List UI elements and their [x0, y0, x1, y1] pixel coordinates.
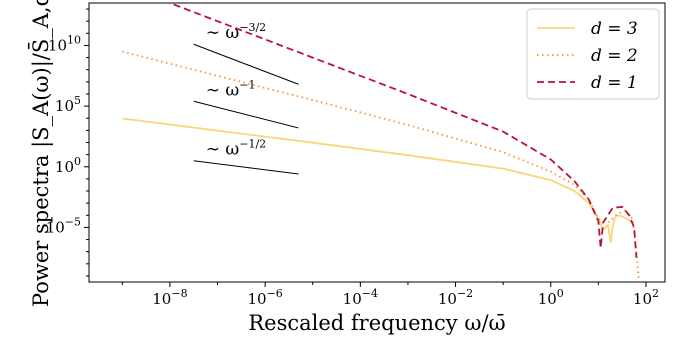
y-axis-ticks: 10−5 100 105 1010	[46, 8, 89, 277]
y-tick-label: 1010	[48, 33, 81, 54]
legend: d = 3 d = 2 d = 1	[526, 8, 660, 100]
x-tick-label: 10−8	[152, 287, 187, 308]
y-tick-label: 10−5	[46, 215, 81, 236]
series-line-3	[167, 3, 638, 258]
y-axis-label: Power spectra |S_A(ω)|/S̄_A,d	[28, 0, 54, 307]
slope-line-3	[193, 160, 299, 175]
x-tick-label: 10−2	[438, 287, 473, 308]
x-axis-ticks: 10−8 10−6 10−4 10−2 100 102	[121, 282, 659, 308]
x-tick-label: 10−6	[247, 287, 282, 308]
series-line-1	[122, 117, 633, 243]
slope-label-2: ∼ ω−1	[206, 78, 256, 100]
slope-label-1: ∼ ω−3/2	[206, 21, 266, 43]
legend-label-1: d = 3	[591, 19, 638, 39]
legend-label-3: d = 1	[591, 73, 638, 93]
slope-annotations: ∼ ω−3/2 ∼ ω−1 ∼ ω−1/2	[193, 21, 299, 175]
slope-label-3: ∼ ω−1/2	[206, 138, 266, 160]
series-line-2	[122, 50, 640, 280]
series-layer	[122, 3, 640, 280]
legend-box	[526, 8, 660, 100]
x-axis-label: Rescaled frequency ω/ω̄	[248, 311, 505, 335]
x-tick-label: 10−4	[343, 287, 378, 308]
y-tick-label: 105	[55, 94, 81, 115]
x-tick-label: 102	[633, 287, 659, 308]
y-tick-label: 100	[55, 155, 81, 176]
legend-label-2: d = 2	[591, 46, 638, 66]
slope-line-1	[193, 43, 299, 85]
slope-line-2	[193, 100, 299, 129]
x-tick-label: 100	[538, 287, 564, 308]
